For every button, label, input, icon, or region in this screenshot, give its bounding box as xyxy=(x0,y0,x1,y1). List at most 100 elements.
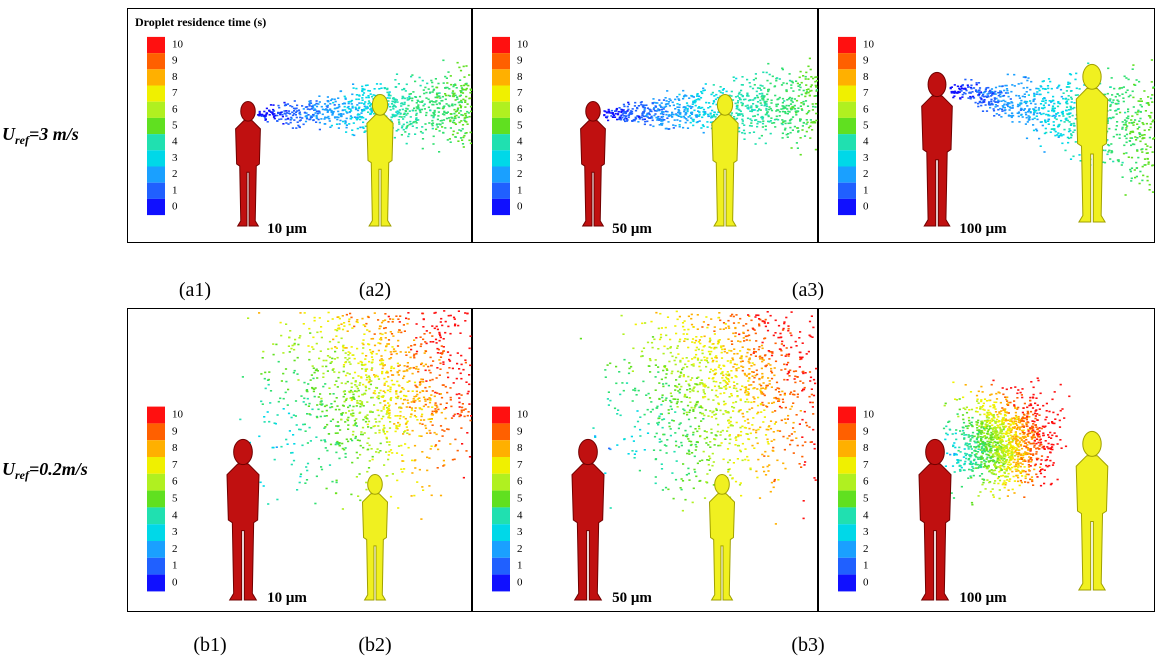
droplet xyxy=(306,442,309,444)
droplet xyxy=(1047,113,1050,116)
droplet xyxy=(415,119,419,121)
droplet xyxy=(743,138,746,140)
droplet xyxy=(342,364,346,366)
droplet xyxy=(713,326,716,328)
droplet xyxy=(404,430,407,432)
droplet xyxy=(625,382,629,384)
droplet xyxy=(805,84,808,86)
colorbar-cell xyxy=(147,457,165,474)
droplet xyxy=(413,395,416,398)
droplet xyxy=(369,383,372,386)
droplet xyxy=(739,317,742,320)
droplet xyxy=(419,84,422,87)
droplet xyxy=(691,95,694,98)
droplet xyxy=(1134,136,1137,138)
droplet xyxy=(309,332,312,334)
droplet xyxy=(746,335,749,337)
droplet xyxy=(805,112,808,115)
droplet xyxy=(972,95,975,98)
droplet xyxy=(388,358,391,360)
droplet xyxy=(369,113,372,116)
droplet xyxy=(1004,109,1007,111)
droplet xyxy=(683,109,686,111)
droplet xyxy=(397,83,400,85)
droplet xyxy=(386,430,389,433)
droplet xyxy=(274,114,277,117)
droplet xyxy=(669,114,672,117)
droplet xyxy=(315,415,318,418)
droplet xyxy=(411,459,414,462)
droplet xyxy=(810,121,813,124)
droplet xyxy=(432,101,435,103)
droplet xyxy=(761,92,764,95)
droplet xyxy=(1070,123,1073,125)
colorbar-cell xyxy=(147,440,165,457)
droplet xyxy=(706,326,709,329)
droplet xyxy=(659,312,662,315)
droplet xyxy=(668,425,671,428)
droplet xyxy=(275,343,278,346)
droplet xyxy=(436,92,439,95)
droplet xyxy=(955,91,958,94)
droplet xyxy=(453,458,456,461)
droplet xyxy=(381,372,384,375)
droplet xyxy=(293,119,296,121)
droplet xyxy=(677,353,680,355)
droplet xyxy=(380,355,383,357)
droplet xyxy=(736,444,740,447)
droplet xyxy=(623,115,626,117)
droplet xyxy=(990,88,994,90)
droplet xyxy=(348,357,351,360)
droplet xyxy=(660,403,663,406)
droplet xyxy=(815,90,818,92)
droplet xyxy=(990,98,993,101)
droplet xyxy=(1031,118,1034,121)
droplet xyxy=(370,448,373,450)
droplet xyxy=(393,115,396,118)
droplet xyxy=(1112,99,1115,101)
colorbar-tick: 5 xyxy=(863,120,869,132)
droplet xyxy=(793,378,796,380)
droplet xyxy=(454,103,457,106)
droplet xyxy=(1026,105,1029,107)
droplet xyxy=(394,430,397,433)
droplet xyxy=(367,111,370,113)
droplet xyxy=(765,107,768,110)
droplet xyxy=(813,443,816,445)
droplet xyxy=(428,122,431,124)
droplet xyxy=(724,438,727,440)
droplet xyxy=(317,110,320,113)
droplet xyxy=(632,440,635,442)
droplet xyxy=(1022,76,1025,78)
droplet xyxy=(294,114,297,116)
droplet xyxy=(283,101,286,104)
droplet xyxy=(709,457,712,460)
droplet xyxy=(294,415,297,417)
droplet xyxy=(686,452,689,455)
droplet xyxy=(323,103,327,105)
droplet xyxy=(267,503,270,505)
droplet xyxy=(1044,119,1047,121)
droplet xyxy=(335,425,338,427)
droplet xyxy=(611,112,614,114)
droplet xyxy=(728,94,731,97)
droplet xyxy=(347,105,350,108)
droplet xyxy=(728,349,731,352)
droplet xyxy=(782,82,785,84)
droplet xyxy=(781,123,784,126)
droplet xyxy=(669,338,672,341)
droplet xyxy=(702,108,706,111)
droplet xyxy=(346,106,349,109)
droplet xyxy=(1047,104,1051,106)
droplet xyxy=(1122,152,1126,155)
droplet xyxy=(781,390,784,393)
droplet xyxy=(674,363,677,366)
droplet xyxy=(1109,105,1112,108)
droplet xyxy=(464,359,467,361)
droplet xyxy=(767,402,770,404)
droplet xyxy=(402,433,405,435)
colorbar-cell xyxy=(838,101,856,118)
droplet xyxy=(762,359,765,361)
droplet xyxy=(438,151,441,153)
droplet xyxy=(356,117,359,120)
